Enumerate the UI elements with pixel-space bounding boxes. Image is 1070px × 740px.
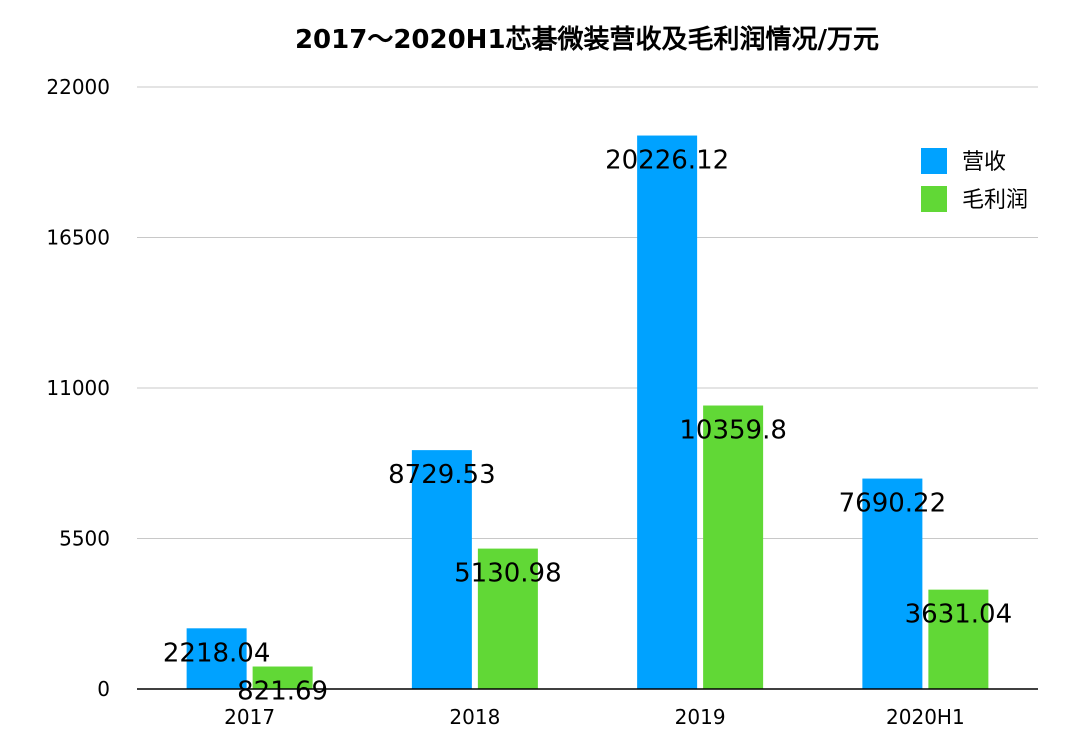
bar-gross-profit-2018 — [477, 548, 538, 689]
bar-revenue-2017 — [186, 628, 247, 689]
bar-gross-profit-2019 — [703, 405, 764, 689]
y-axis-ticks: 0 5500 11000 16500 22000 — [46, 75, 110, 701]
gridlines — [137, 86, 1038, 539]
data-label: 5130.98 — [454, 559, 562, 589]
data-labels: 2218.04 821.69 8729.53 5130.98 20226.12 10359… — [163, 146, 1012, 707]
bar-revenue-2018 — [411, 450, 472, 689]
bars — [186, 135, 989, 690]
y-tick-label: 16500 — [46, 226, 110, 250]
data-label: 2218.04 — [163, 638, 271, 668]
x-tick-label: 2017 — [224, 705, 275, 729]
data-label: 20226.12 — [605, 146, 729, 176]
x-axis-ticks: 2017 2018 2019 2020H1 — [224, 705, 965, 729]
data-label: 7690.22 — [839, 489, 947, 519]
bar-gross-profit-2017 — [252, 666, 313, 689]
bar-gross-profit-2020H1 — [928, 589, 989, 689]
legend-label: 营收 — [962, 150, 1006, 175]
y-tick-label: 5500 — [59, 527, 110, 551]
x-tick-label: 2020H1 — [886, 705, 965, 729]
x-tick-label: 2019 — [675, 705, 726, 729]
y-tick-label: 0 — [97, 677, 110, 701]
data-label: 8729.53 — [388, 460, 496, 490]
legend-swatch — [921, 186, 947, 212]
data-label: 821.69 — [237, 677, 328, 707]
legend-label: 毛利润 — [962, 188, 1028, 213]
y-tick-label: 22000 — [46, 75, 110, 99]
chart-title: 2017～2020H1芯碁微装营收及毛利润情况/万元 — [295, 24, 879, 55]
bar-revenue-2020H1 — [862, 478, 923, 689]
data-label: 10359.8 — [679, 416, 787, 446]
y-tick-label: 11000 — [46, 376, 110, 400]
bar-revenue-2019 — [637, 135, 698, 690]
x-tick-label: 2018 — [449, 705, 500, 729]
legend-swatch — [921, 148, 947, 174]
data-label: 3631.04 — [905, 600, 1013, 630]
